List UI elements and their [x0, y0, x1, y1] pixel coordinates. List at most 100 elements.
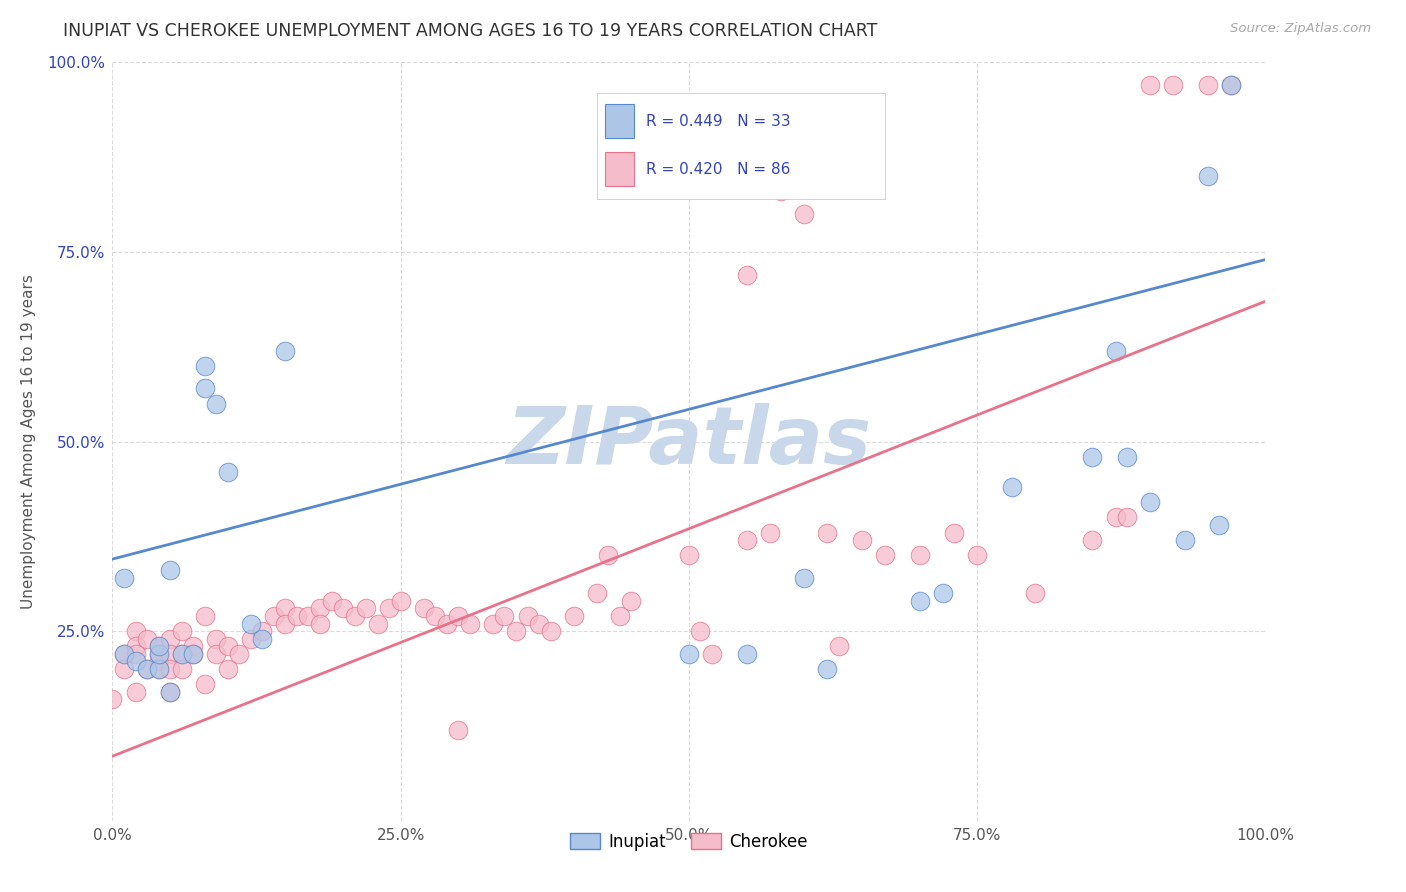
Point	[239, 632, 262, 646]
Point	[436, 616, 458, 631]
Point	[1161, 78, 1184, 92]
Point	[239, 616, 262, 631]
Point	[931, 586, 953, 600]
Point	[585, 586, 607, 600]
Point	[205, 632, 228, 646]
Point	[1197, 169, 1219, 184]
Point	[562, 608, 585, 623]
Point	[505, 624, 527, 639]
Point	[124, 624, 146, 639]
Point	[1174, 533, 1197, 548]
Point	[851, 533, 873, 548]
Point	[112, 571, 135, 585]
Point	[274, 601, 297, 615]
Point	[598, 548, 620, 563]
Point	[343, 608, 366, 623]
Point	[609, 608, 631, 623]
Point	[735, 533, 758, 548]
Text: ZIPatlas: ZIPatlas	[506, 402, 872, 481]
Point	[148, 662, 170, 676]
Point	[482, 616, 505, 631]
Point	[908, 548, 931, 563]
Point	[1116, 450, 1139, 464]
Point	[148, 655, 170, 669]
Point	[527, 616, 550, 631]
Point	[873, 548, 896, 563]
Point	[1219, 78, 1241, 92]
Point	[793, 207, 815, 221]
Text: INUPIAT VS CHEROKEE UNEMPLOYMENT AMONG AGES 16 TO 19 YEARS CORRELATION CHART: INUPIAT VS CHEROKEE UNEMPLOYMENT AMONG A…	[63, 22, 877, 40]
Point	[181, 639, 204, 653]
Point	[112, 647, 135, 661]
Point	[458, 616, 481, 631]
Point	[170, 662, 193, 676]
Legend: Inupiat, Cherokee: Inupiat, Cherokee	[564, 827, 814, 858]
Point	[1219, 78, 1241, 92]
Point	[908, 594, 931, 608]
Point	[124, 639, 146, 653]
Point	[321, 594, 343, 608]
Point	[689, 624, 711, 639]
Point	[1001, 480, 1024, 494]
Point	[194, 359, 217, 373]
Point	[678, 548, 700, 563]
Point	[815, 662, 838, 676]
Point	[159, 685, 181, 699]
Point	[252, 624, 274, 639]
Point	[148, 639, 170, 653]
Point	[1024, 586, 1046, 600]
Point	[194, 382, 217, 396]
Point	[159, 632, 181, 646]
Point	[758, 525, 780, 540]
Point	[274, 616, 297, 631]
Point	[447, 608, 470, 623]
Point	[217, 639, 239, 653]
Point	[181, 647, 204, 661]
Point	[735, 647, 758, 661]
Point	[194, 608, 217, 623]
Point	[389, 594, 412, 608]
Point	[620, 594, 643, 608]
Point	[1081, 533, 1104, 548]
Point	[815, 525, 838, 540]
Point	[170, 647, 193, 661]
Point	[252, 632, 274, 646]
Point	[112, 662, 135, 676]
Point	[124, 647, 146, 661]
Point	[1197, 78, 1219, 92]
Point	[1139, 495, 1161, 509]
Point	[101, 692, 124, 706]
Point	[354, 601, 377, 615]
Point	[678, 647, 700, 661]
Point	[136, 662, 159, 676]
Point	[309, 616, 332, 631]
Point	[412, 601, 434, 615]
Point	[124, 685, 146, 699]
Point	[735, 268, 758, 282]
Point	[217, 662, 239, 676]
Point	[263, 608, 285, 623]
Point	[274, 343, 297, 358]
Point	[217, 465, 239, 479]
Point	[136, 632, 159, 646]
Point	[159, 685, 181, 699]
Point	[1208, 517, 1230, 532]
Point	[170, 647, 193, 661]
Point	[1104, 510, 1126, 524]
Point	[516, 608, 538, 623]
Point	[1104, 343, 1126, 358]
Point	[367, 616, 389, 631]
Point	[1081, 450, 1104, 464]
Point	[540, 624, 562, 639]
Point	[793, 571, 815, 585]
Point	[205, 647, 228, 661]
Point	[309, 601, 332, 615]
Point	[170, 624, 193, 639]
Point	[159, 662, 181, 676]
Point	[447, 723, 470, 737]
Point	[770, 184, 793, 198]
Point	[159, 564, 181, 578]
Y-axis label: Unemployment Among Ages 16 to 19 years: Unemployment Among Ages 16 to 19 years	[21, 274, 37, 609]
Point	[966, 548, 988, 563]
Point	[494, 608, 516, 623]
